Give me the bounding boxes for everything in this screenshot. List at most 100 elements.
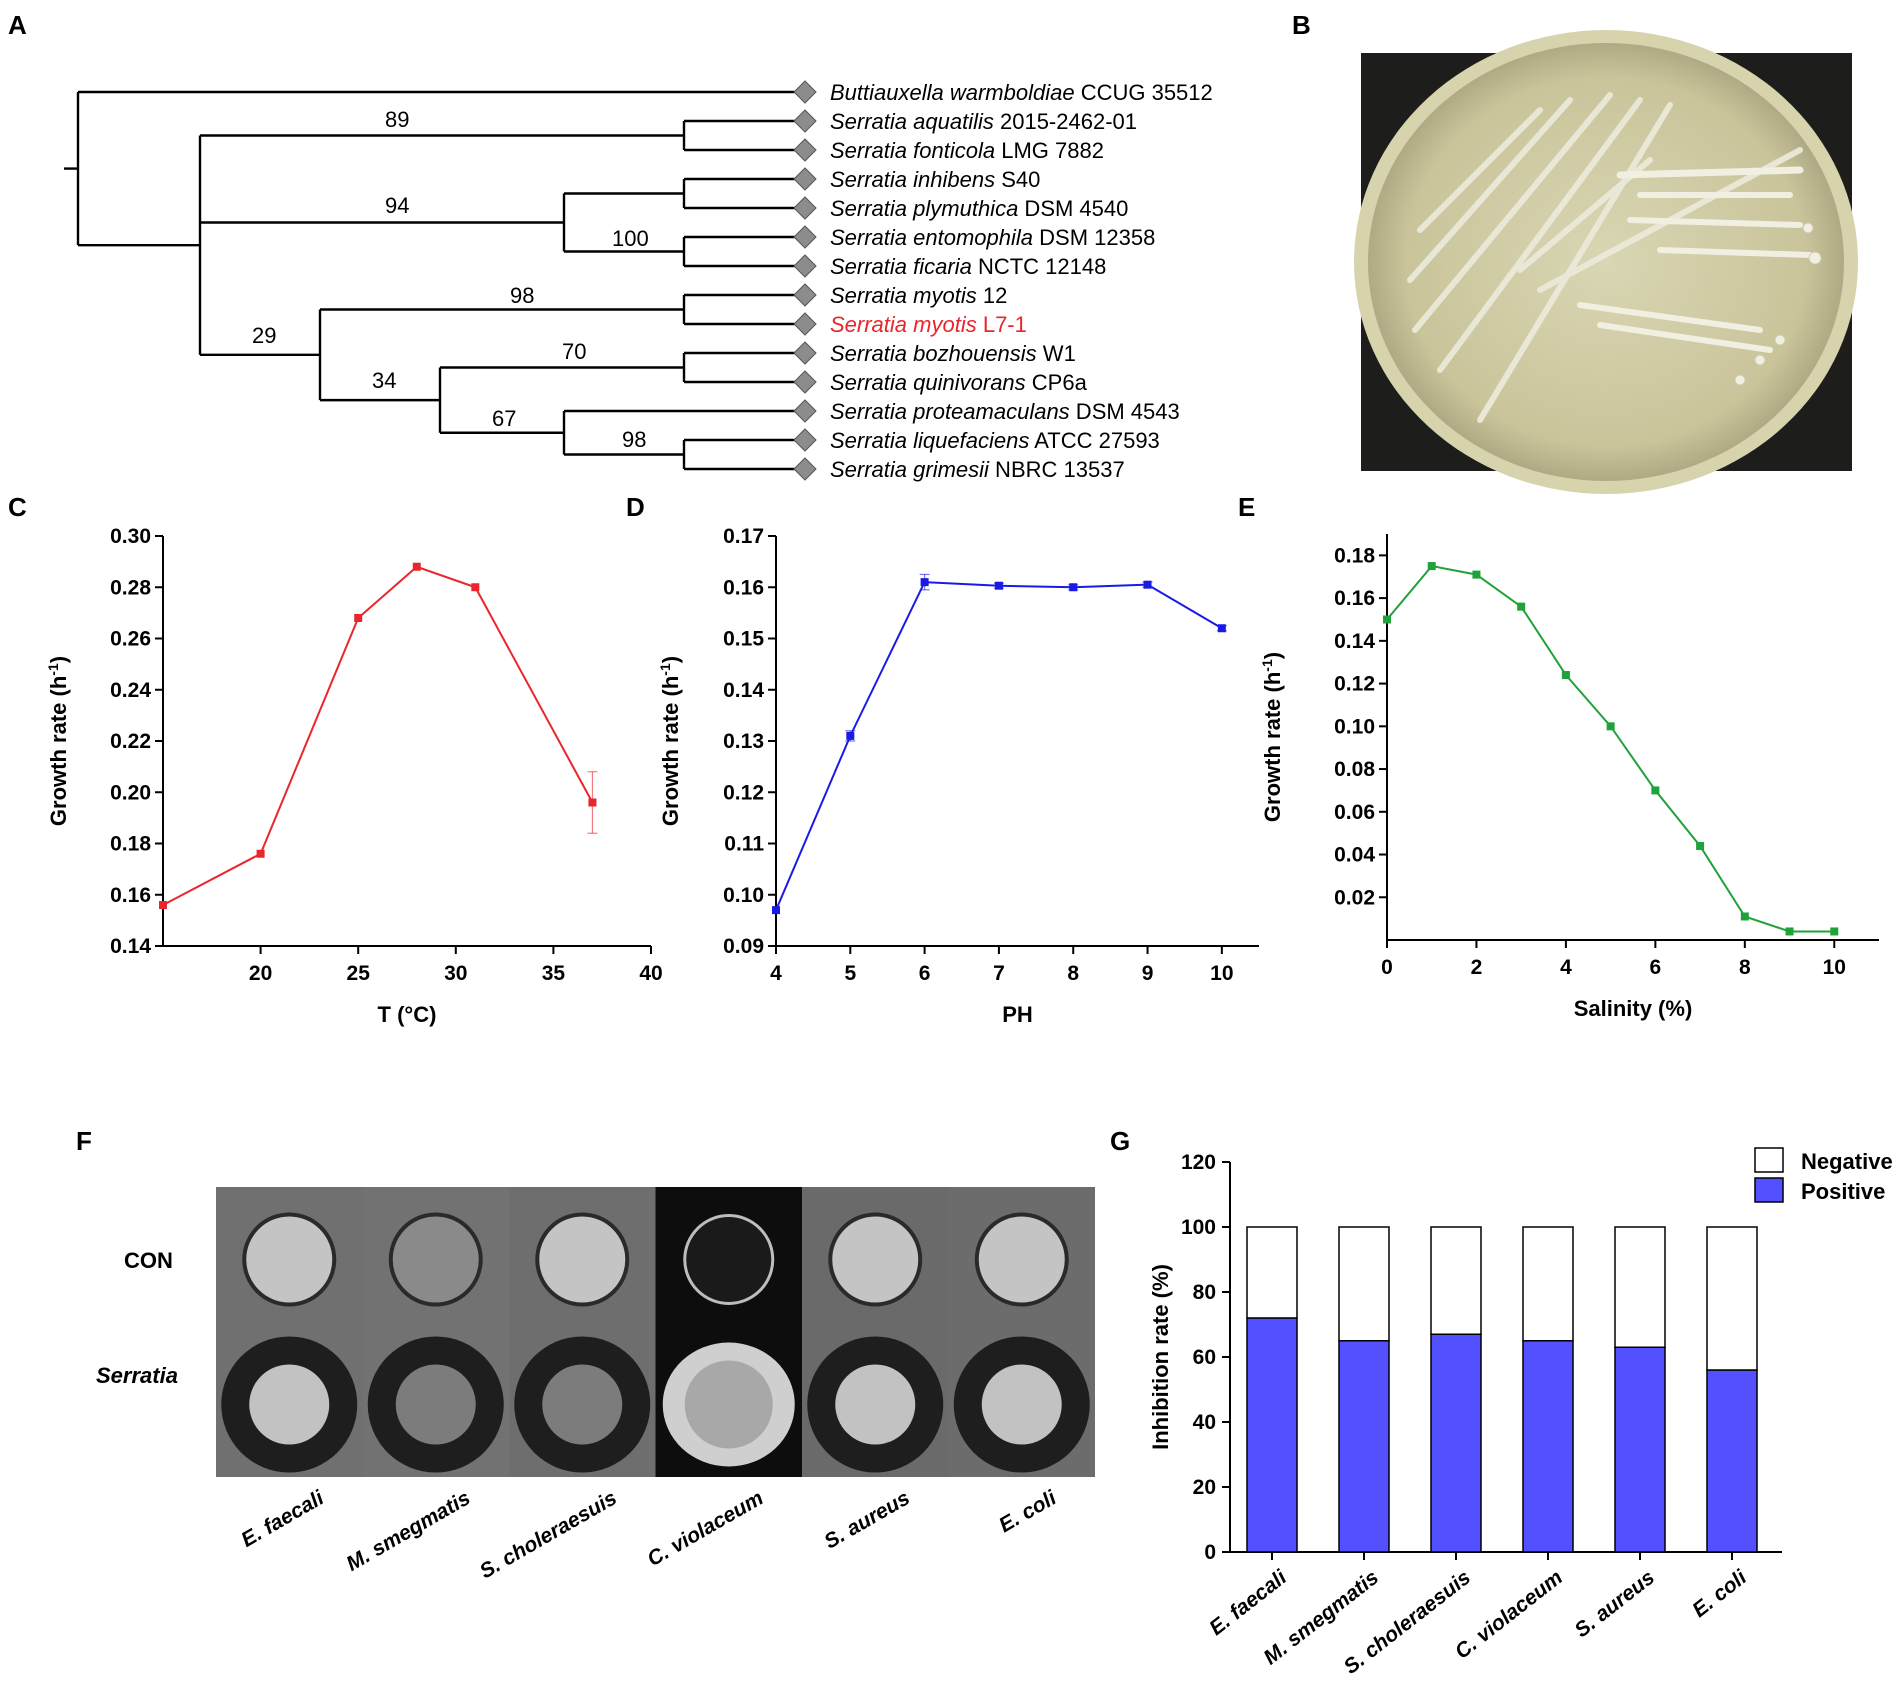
taxon-strain: DSM 4543 — [1070, 399, 1180, 424]
taxon-strain: LMG 7882 — [995, 138, 1104, 163]
bar-positive — [1522, 1340, 1574, 1553]
x-tick-label: 9 — [1142, 962, 1154, 985]
x-tick-label: 8 — [1067, 962, 1079, 985]
taxon-strain: CP6a — [1026, 370, 1088, 395]
y-tick-label: 0.08 — [1334, 758, 1375, 781]
node-diamond-icon — [793, 196, 817, 220]
y-tick-label: 0.14 — [723, 679, 764, 702]
data-point — [1830, 927, 1839, 936]
data-point — [1740, 912, 1749, 921]
y-tick-label: 0.13 — [723, 730, 764, 753]
zone-column-label: S. choleraesuis — [476, 1486, 621, 1583]
x-tick-label: 6 — [919, 962, 931, 985]
y-axis-title: Inhibition rate (%) — [1148, 1264, 1173, 1450]
data-point — [1651, 786, 1660, 795]
zone-column-label: E. faecali — [237, 1486, 328, 1552]
panel-letter-e: E — [1238, 492, 1255, 522]
agar-plate-photo — [1354, 30, 1858, 494]
y-axis-title-main: Growth rate (h — [46, 676, 71, 826]
taxon-species: Serratia quinivorans — [830, 370, 1026, 395]
y-tick-label: 0 — [1204, 1541, 1216, 1564]
y-axis-title-tail: ) — [46, 656, 71, 663]
y-axis-title-sup: -1 — [45, 663, 61, 676]
y-tick-label: 0.06 — [1334, 801, 1375, 824]
zone-column-label: E. coli — [995, 1486, 1061, 1537]
x-tick-label: 6 — [1650, 956, 1662, 979]
bar-negative — [1430, 1226, 1482, 1335]
taxon-strain: NBRC 13537 — [989, 457, 1125, 482]
taxon-label: Serratia liquefaciens ATCC 27593 — [830, 428, 1160, 453]
panel-letter-d: D — [626, 492, 645, 522]
y-axis-title-main: Growth rate (h — [1260, 672, 1285, 822]
panel-letter-f: F — [76, 1126, 92, 1156]
data-point — [1217, 624, 1226, 633]
x-tick-label: 25 — [347, 962, 371, 985]
y-axis-title: Growth rate (h-1) — [1259, 652, 1285, 822]
panel-letter-a: A — [8, 10, 27, 40]
data-point — [412, 562, 421, 571]
taxon-species: Serratia myotis — [830, 283, 977, 308]
bar-negative — [1338, 1226, 1390, 1342]
tree-branches — [64, 90, 805, 471]
chart-ph: 0.09 0.10 0.11 0.12 0.13 0.14 0.15 0.16 0.17 4 5 6 7… — [657, 525, 1259, 1027]
taxon-species: Serratia myotis — [830, 312, 977, 337]
legend-label-positive: Positive — [1801, 1179, 1885, 1204]
taxon-strain: CCUG 35512 — [1075, 80, 1213, 105]
bootstrap-29: 29 — [252, 323, 276, 348]
x-axis-title: Salinity (%) — [1574, 996, 1693, 1021]
bootstrap-34: 34 — [372, 368, 396, 393]
bootstrap-100: 100 — [612, 226, 649, 251]
chart-temperature: 0.14 0.16 0.18 0.20 0.22 0.24 0.26 0.28 0.30 20 25… — [45, 525, 663, 1027]
x-tick-label: 8 — [1739, 956, 1751, 979]
node-diamond-icon — [793, 225, 817, 249]
bar-positive — [1246, 1317, 1298, 1553]
data-point — [159, 901, 167, 909]
row-label-con: CON — [124, 1248, 173, 1273]
y-tick-label: 0.09 — [723, 935, 764, 958]
x-tick-label: E. coli — [1688, 1565, 1752, 1622]
x-axis-title: PH — [1002, 1002, 1033, 1027]
y-tick-label: 0.12 — [1334, 673, 1375, 696]
y-tick-label: 0.02 — [1334, 886, 1375, 909]
taxon-label: Serratia quinivorans CP6a — [830, 370, 1088, 395]
chart-salinity: 0.02 0.04 0.06 0.08 0.10 0.12 0.14 0.16 0.18 0 2 4 6… — [1259, 534, 1879, 1021]
taxon-species: Serratia inhibens — [830, 167, 995, 192]
taxon-strain: NCTC 12148 — [972, 254, 1107, 279]
node-diamond-icon — [793, 399, 817, 423]
x-tick-label: 40 — [639, 962, 662, 985]
data-point — [1561, 671, 1570, 680]
taxon-label: Serratia ficaria NCTC 12148 — [830, 254, 1106, 279]
taxon-strain: ATCC 27593 — [1029, 428, 1159, 453]
legend-label-negative: Negative — [1801, 1149, 1893, 1174]
y-tick-label: 0.14 — [1334, 630, 1375, 653]
bar-positive — [1706, 1369, 1758, 1553]
y-tick-label: 0.16 — [1334, 587, 1375, 610]
data-point — [1383, 615, 1391, 624]
serratia-colony — [835, 1364, 916, 1445]
series-line — [775, 581, 1223, 911]
data-point — [471, 583, 480, 592]
x-tick-label: 2 — [1471, 956, 1483, 979]
taxon-species: Buttiauxella warmboldiae — [830, 80, 1075, 105]
taxon-label: Serratia proteamaculans DSM 4543 — [830, 399, 1180, 424]
node-diamond-icon — [793, 109, 817, 133]
x-tick-label: 10 — [1823, 956, 1846, 979]
x-tick-label: 20 — [249, 962, 272, 985]
taxon-strain: 2015-2462-01 — [994, 109, 1137, 134]
data-point — [920, 578, 929, 587]
node-diamond-icon — [793, 254, 817, 278]
data-point — [846, 731, 855, 740]
y-axis-title-tail: ) — [658, 656, 683, 663]
data-point — [1696, 841, 1705, 850]
taxon-species: Serratia entomophila — [830, 225, 1033, 250]
data-point — [588, 798, 597, 807]
y-tick-label: 0.16 — [110, 884, 151, 907]
taxon-label: Serratia aquatilis 2015-2462-01 — [830, 109, 1137, 134]
y-tick-label: 20 — [1193, 1476, 1216, 1499]
y-axis-title-main: Growth rate (h — [658, 676, 683, 826]
bar-positive — [1614, 1346, 1666, 1553]
y-tick-label: 0.30 — [110, 525, 151, 548]
node-diamond-icon — [793, 80, 817, 104]
taxon-label: Serratia grimesii NBRC 13537 — [830, 457, 1125, 482]
